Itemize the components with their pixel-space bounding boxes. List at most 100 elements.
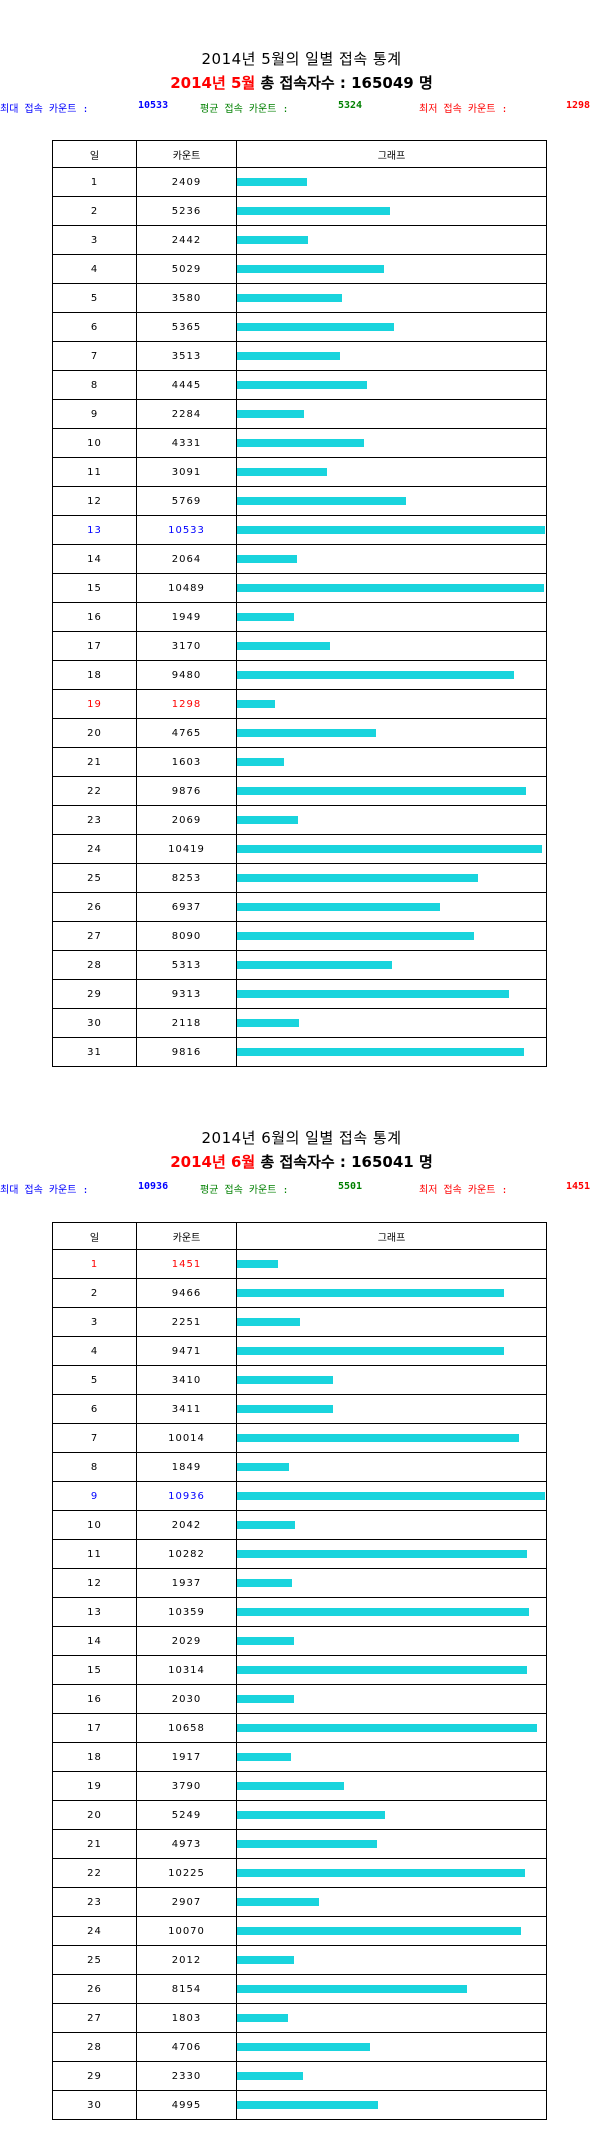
graph-cell [236, 2003, 547, 2033]
graph-cell [236, 1858, 547, 1888]
count-cell: 2442 [136, 225, 237, 255]
count-bar [237, 729, 376, 737]
graph-cell [236, 660, 547, 690]
table-row: 18 1917 [52, 1742, 547, 1772]
count-cell: 8253 [136, 863, 237, 893]
day-cell: 21 [52, 747, 137, 777]
count-bar [237, 1985, 467, 1993]
may-avg-value: 5324 [338, 100, 363, 111]
table-row: 25 2012 [52, 1945, 547, 1975]
june-total-prefix: 2014년 6월 [170, 1153, 256, 1171]
graph-cell [236, 1771, 547, 1801]
count-cell: 10225 [136, 1858, 237, 1888]
count-cell: 2069 [136, 805, 237, 835]
count-bar [237, 1811, 385, 1819]
table-row: 24 10070 [52, 1916, 547, 1946]
count-cell: 3170 [136, 631, 237, 661]
graph-cell [236, 283, 547, 313]
count-cell: 6937 [136, 892, 237, 922]
count-cell: 3091 [136, 457, 237, 487]
table-row: 2 5236 [52, 196, 547, 226]
table-row: 22 9876 [52, 776, 547, 806]
count-bar [237, 1550, 527, 1558]
count-cell: 10014 [136, 1423, 237, 1453]
count-bar [237, 903, 440, 911]
graph-cell [236, 1684, 547, 1714]
table-row: 28 5313 [52, 950, 547, 980]
table-row: 22 10225 [52, 1858, 547, 1888]
count-cell: 1849 [136, 1452, 237, 1482]
day-cell: 24 [52, 1916, 137, 1946]
day-cell: 30 [52, 2090, 137, 2120]
graph-cell [236, 950, 547, 980]
day-cell: 24 [52, 834, 137, 864]
graph-cell [236, 544, 547, 574]
count-bar [237, 207, 390, 215]
graph-cell [236, 1249, 547, 1279]
day-cell: 14 [52, 544, 137, 574]
count-cell: 5769 [136, 486, 237, 516]
day-cell: 6 [52, 1394, 137, 1424]
count-bar [237, 294, 342, 302]
count-bar [237, 1405, 333, 1413]
count-cell: 3410 [136, 1365, 237, 1395]
graph-cell [236, 1481, 547, 1511]
june-stats-table: 일 카운트 그래프 1 1451 2 9466 3 2251 4 9471 5 3410 6 3411… [52, 1222, 547, 2120]
graph-cell [236, 515, 547, 545]
count-cell: 1298 [136, 689, 237, 719]
count-cell: 9466 [136, 1278, 237, 1308]
may-min-value: 1298 [566, 100, 591, 111]
day-cell: 9 [52, 1481, 137, 1511]
count-cell: 2251 [136, 1307, 237, 1337]
count-bar [237, 410, 304, 418]
may-max-value: 10533 [138, 100, 169, 111]
table-row: 16 2030 [52, 1684, 547, 1714]
count-bar [237, 2072, 303, 2080]
graph-cell [236, 1278, 547, 1308]
day-cell: 17 [52, 631, 137, 661]
graph-cell [236, 341, 547, 371]
graph-cell [236, 399, 547, 429]
day-cell: 22 [52, 776, 137, 806]
table-row: 21 4973 [52, 1829, 547, 1859]
day-cell: 4 [52, 1336, 137, 1366]
table-row: 6 5365 [52, 312, 547, 342]
count-bar [237, 932, 474, 940]
count-cell: 2907 [136, 1887, 237, 1917]
count-bar [237, 1956, 294, 1964]
header-count: 카운트 [136, 1222, 237, 1250]
table-row: 6 3411 [52, 1394, 547, 1424]
graph-cell [236, 370, 547, 400]
count-cell: 9313 [136, 979, 237, 1009]
count-cell: 8090 [136, 921, 237, 951]
count-cell: 4706 [136, 2032, 237, 2062]
count-cell: 9876 [136, 776, 237, 806]
table-row: 8 1849 [52, 1452, 547, 1482]
june-stats: 최대 접속 카운트 : 10936 평균 접속 카운트 : 5501 최저 접속… [0, 1181, 603, 1196]
count-bar [237, 758, 284, 766]
count-cell: 5029 [136, 254, 237, 284]
day-cell: 16 [52, 1684, 137, 1714]
day-cell: 27 [52, 2003, 137, 2033]
june-avg-label: 평균 접속 카운트 : [200, 1185, 289, 1196]
count-cell: 1937 [136, 1568, 237, 1598]
graph-cell [236, 457, 547, 487]
june-avg-value: 5501 [338, 1181, 363, 1192]
count-cell: 4973 [136, 1829, 237, 1859]
day-cell: 7 [52, 1423, 137, 1453]
table-row: 27 8090 [52, 921, 547, 951]
table-row: 25 8253 [52, 863, 547, 893]
table-row: 20 5249 [52, 1800, 547, 1830]
june-max-value: 10936 [138, 1181, 169, 1192]
graph-cell [236, 196, 547, 226]
may-total-prefix: 2014년 5월 [170, 74, 256, 92]
graph-cell [236, 1742, 547, 1772]
count-bar [237, 468, 327, 476]
count-bar [237, 787, 526, 795]
day-cell: 29 [52, 979, 137, 1009]
table-row: 12 1937 [52, 1568, 547, 1598]
count-bar [237, 2014, 288, 2022]
day-cell: 2 [52, 1278, 137, 1308]
count-cell: 9480 [136, 660, 237, 690]
table-row: 28 4706 [52, 2032, 547, 2062]
